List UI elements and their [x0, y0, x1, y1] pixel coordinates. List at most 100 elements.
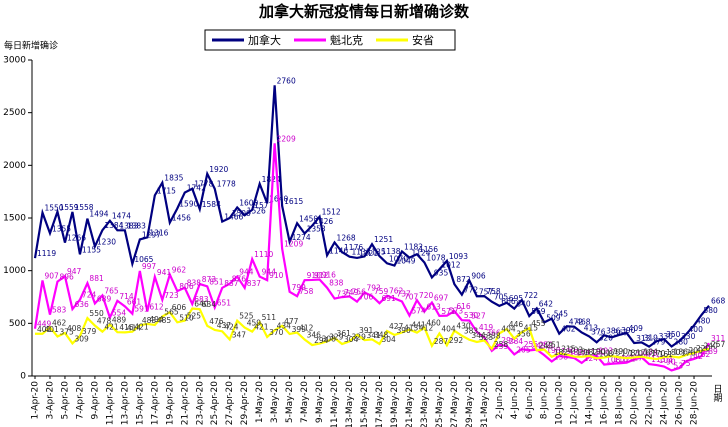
data-label: 200: [689, 346, 704, 355]
data-label: 402: [561, 325, 576, 334]
data-label: 2209: [277, 134, 296, 143]
data-label: 416: [119, 323, 134, 332]
data-label: 838: [187, 279, 202, 288]
data-label: 176: [636, 348, 651, 357]
data-label: 170: [629, 349, 644, 358]
x-tick-label: 9-May-20: [315, 381, 325, 423]
y-tick-label: 500: [9, 319, 26, 329]
data-label: 1121: [359, 249, 378, 258]
x-tick-label: 21-Apr-20: [180, 381, 190, 425]
data-label: 427: [389, 322, 404, 331]
x-tick-label: 7-Apr-20: [75, 381, 85, 420]
data-label: 250: [539, 341, 554, 350]
data-label: 190: [614, 347, 629, 356]
x-tick-label: 18-Jun-20: [615, 381, 625, 425]
data-label: 460: [426, 319, 441, 328]
data-label: 1920: [209, 165, 228, 174]
x-tick-label: 16-Jun-20: [600, 381, 610, 425]
data-label: 947: [67, 267, 82, 276]
data-label: 606: [172, 303, 187, 312]
data-label: 757: [479, 287, 494, 296]
y-tick-label: 2000: [3, 161, 26, 171]
x-tick-label: 14-Jun-20: [585, 381, 595, 425]
data-label: 1155: [82, 245, 101, 254]
data-label: 104: [659, 356, 674, 365]
x-tick-label: 15-May-20: [360, 381, 370, 427]
data-label: 116: [614, 355, 629, 364]
data-label: 1550: [44, 204, 63, 213]
data-label: 400: [689, 325, 704, 334]
data-label: 1297: [142, 230, 161, 239]
y-tick-label: 1500: [3, 214, 26, 224]
data-label: 424: [224, 322, 239, 331]
data-label: 404: [441, 324, 456, 333]
data-label: 178: [644, 348, 659, 357]
data-label: 408: [67, 324, 82, 333]
data-label: 344: [471, 331, 486, 340]
data-label: 414: [127, 323, 142, 332]
x-tick-label: 17-Apr-20: [150, 381, 160, 425]
x-tick-label: 27-Apr-20: [225, 381, 235, 425]
data-label: 184: [644, 348, 659, 357]
data-label: 193: [599, 347, 614, 356]
data-label: 705: [494, 293, 509, 302]
data-label: 2760: [277, 76, 296, 85]
data-label: 383: [464, 327, 479, 336]
data-label: 294: [314, 336, 329, 345]
data-label: 309: [74, 334, 89, 343]
data-label: 689: [97, 294, 112, 303]
data-label: 1383: [127, 221, 146, 230]
data-label: 413: [584, 323, 599, 332]
data-label: 1512: [322, 208, 341, 217]
data-label: 722: [524, 291, 539, 300]
data-label: 478: [97, 317, 112, 326]
data-label: 477: [284, 317, 299, 326]
data-label: 1559: [59, 203, 78, 212]
legend: 加拿大 魁北克 安省: [204, 29, 456, 51]
data-label: 53: [674, 361, 684, 370]
data-label: 1456: [172, 214, 191, 223]
data-label: 180: [666, 348, 681, 357]
data-label: 962: [172, 266, 187, 275]
data-label: 347: [232, 330, 247, 339]
data-label: 284: [509, 337, 524, 346]
data-label: 379: [82, 327, 97, 336]
x-tick-label: 12-Jun-20: [570, 381, 580, 425]
data-label: 668: [711, 297, 726, 306]
data-label: 255: [524, 340, 539, 349]
data-label: 1778: [194, 180, 213, 189]
data-label: 108: [606, 356, 621, 365]
data-label: 287: [434, 337, 449, 346]
data-label: 1353: [307, 224, 326, 233]
x-tick-label: 27-May-20: [450, 381, 460, 427]
data-label: 525: [239, 312, 254, 321]
data-label: 873: [202, 275, 217, 284]
x-tick-label: 25-Apr-20: [210, 381, 220, 425]
data-label: 370: [269, 328, 284, 337]
data-label: 580: [704, 306, 719, 315]
data-label: 1078: [426, 253, 445, 262]
data-label: 837: [224, 279, 239, 288]
data-label: 186: [674, 347, 689, 356]
data-label: 651: [217, 298, 232, 307]
data-label: 1316: [149, 228, 168, 237]
data-label: 323: [479, 333, 494, 342]
data-label: 935: [434, 269, 449, 278]
data-label: 565: [164, 307, 179, 316]
data-label: 571: [441, 307, 456, 316]
data-label: 375: [59, 328, 74, 337]
data-label: 296: [501, 336, 516, 345]
data-label: 175: [606, 349, 621, 358]
data-label: 697: [434, 294, 449, 303]
data-label: 480: [696, 316, 711, 325]
data-label: 762: [389, 287, 404, 296]
data-label: 525: [187, 312, 202, 321]
data-label: 1615: [284, 197, 303, 206]
data-label: 184: [576, 348, 591, 357]
x-tick-label: 1-May-20: [255, 381, 265, 423]
data-label: 319: [644, 333, 659, 342]
data-label: 346: [307, 331, 322, 340]
data-label: 851: [209, 277, 224, 286]
line-series: [35, 307, 710, 361]
